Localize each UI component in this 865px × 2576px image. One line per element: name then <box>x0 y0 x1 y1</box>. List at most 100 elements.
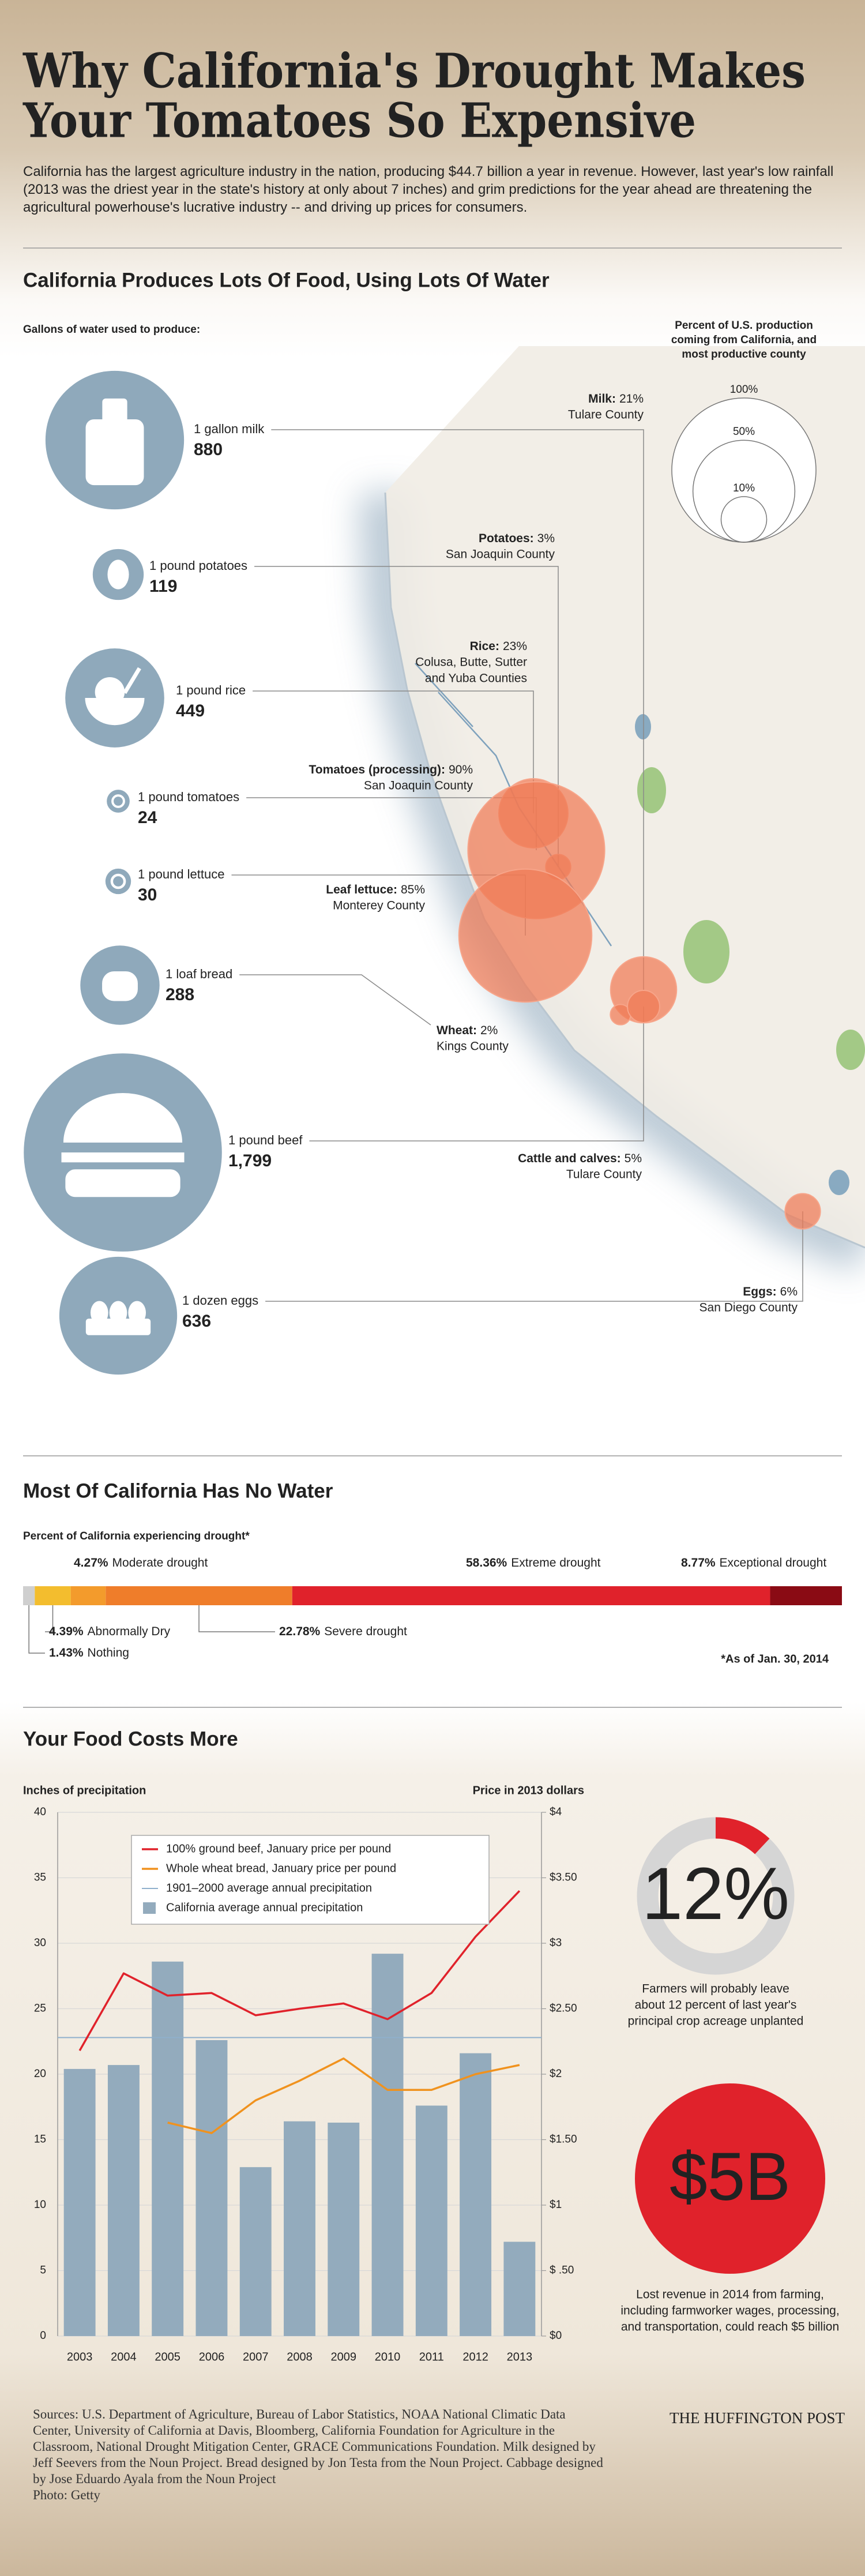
drought-category: Severe drought <box>324 1625 407 1638</box>
icon-shape <box>65 1169 180 1197</box>
water-circle <box>105 868 131 895</box>
y2-tick-label: $2.50 <box>550 2003 577 2015</box>
county: San Joaquin County <box>446 548 555 561</box>
production-label: Eggs: 6% <box>743 1285 798 1298</box>
product: Cattle and calves: <box>518 1152 621 1165</box>
drought-segment <box>292 1586 770 1605</box>
x-tick-label: 2013 <box>507 2350 533 2363</box>
precipitation-bar <box>195 2040 228 2336</box>
legend-size-label: 10% <box>733 482 755 494</box>
stat-value: 12% <box>642 1853 789 1935</box>
chart-title: Your Food Costs More <box>23 1728 238 1750</box>
drought-label: 22.78% Severe drought <box>279 1625 407 1638</box>
y-tick-label: 10 <box>34 2199 46 2211</box>
icon-shape <box>85 419 144 486</box>
legend-label: 1901–2000 average annual precipitation <box>166 1882 372 1894</box>
y-tick-label: 15 <box>34 2134 46 2146</box>
icon-shape <box>128 1301 146 1325</box>
county: Colusa, Butte, Sutter <box>415 656 527 669</box>
item-name: 1 loaf bread <box>166 967 232 981</box>
item-name: 1 dozen eggs <box>182 1293 258 1308</box>
connector <box>198 1605 275 1632</box>
icon <box>61 1092 185 1197</box>
precipitation-bar <box>328 2122 360 2336</box>
precipitation-bar <box>63 2068 96 2336</box>
icon-shape <box>102 398 127 423</box>
photo-credit: Photo: Getty <box>33 2488 100 2502</box>
sources-text: Sources: U.S. Department of Agriculture,… <box>33 2407 603 2486</box>
y2-tick-label: $3 <box>550 1937 562 1949</box>
percent: 5% <box>625 1152 642 1165</box>
production-label: Rice: 23% <box>470 640 527 653</box>
product: Potatoes: <box>479 532 534 545</box>
precipitation-bar <box>460 2053 492 2336</box>
production-bubble <box>784 1193 821 1230</box>
y-tick-label: 35 <box>34 1872 46 1884</box>
chart-note: *As of Jan. 30, 2014 <box>721 1653 829 1665</box>
y-tick-label: 40 <box>34 1806 46 1818</box>
percent: 85% <box>401 883 425 896</box>
sources: Sources: U.S. Department of Agriculture,… <box>33 2406 604 2503</box>
item-gallons: 288 <box>166 985 194 1004</box>
icon-shape <box>95 677 125 707</box>
percent: 3% <box>537 532 555 545</box>
drought-label: 4.39% Abnormally Dry <box>49 1625 171 1638</box>
precipitation-bar <box>107 2065 140 2336</box>
percent: 23% <box>503 640 527 653</box>
legend-label: 100% ground beef, January price per poun… <box>166 1842 391 1855</box>
precipitation-bar <box>415 2105 447 2336</box>
product: Leaf lettuce: <box>326 883 397 896</box>
production-label: Milk: 21% <box>588 392 644 405</box>
icon-shape <box>63 1092 183 1143</box>
icon <box>110 873 126 889</box>
production-label: Cattle and calves: 5% <box>518 1152 642 1165</box>
x-tick-label: 2008 <box>287 2350 313 2363</box>
county: San Joaquin County <box>364 779 473 793</box>
x-tick-label: 2006 <box>199 2350 225 2363</box>
y-tick-label: 25 <box>34 2003 46 2015</box>
icon <box>85 667 145 726</box>
drought-label: 4.27% Moderate drought <box>74 1556 208 1569</box>
y2-tick-label: $2 <box>550 2068 562 2080</box>
drought-category: Extreme drought <box>511 1556 600 1569</box>
legend-label: California average annual precipitation <box>166 1901 363 1914</box>
production-bubble <box>627 990 660 1023</box>
county: San Diego County <box>699 1301 798 1315</box>
production-label: Wheat: 2% <box>437 1024 498 1037</box>
legend-swatch <box>143 1902 156 1914</box>
y-tick-label: 20 <box>34 2068 46 2080</box>
drought-value: 8.77% <box>681 1556 716 1569</box>
y-axis-label: Inches of precipitation <box>23 1784 146 1797</box>
leader-line <box>265 1211 803 1302</box>
leader-line <box>254 566 559 867</box>
legend-label: Whole wheat bread, January price per pou… <box>166 1862 396 1875</box>
production-label: Potatoes: 3% <box>479 532 555 545</box>
item-gallons: 636 <box>182 1312 211 1331</box>
percent: 6% <box>780 1285 798 1298</box>
stat-caption: and transportation, could reach $5 billi… <box>621 2320 839 2334</box>
county: Tulare County <box>568 408 644 422</box>
county: Kings County <box>437 1040 509 1053</box>
legend-title: Percent of U.S. production <box>675 320 813 332</box>
leader-line <box>271 429 644 990</box>
icon-shape <box>90 1301 108 1325</box>
icon-shape <box>109 1301 127 1325</box>
stat-caption: Lost revenue in 2014 from farming, <box>636 2288 824 2301</box>
leader-line <box>253 690 534 813</box>
drought-segment <box>70 1586 106 1605</box>
stat-caption: including farmworker wages, processing, <box>620 2304 839 2318</box>
brand: THE HUFFINGTON POST <box>670 2409 845 2427</box>
y2-axis-label: Price in 2013 dollars <box>473 1784 584 1797</box>
y2-tick-label: $0 <box>550 2330 562 2342</box>
section-heading: California Produces Lots Of Food, Using … <box>23 269 550 291</box>
legend-size-label: 50% <box>733 426 755 438</box>
y2-tick-label: $ .50 <box>550 2265 574 2277</box>
item-gallons: 24 <box>138 808 157 827</box>
percent: 21% <box>619 392 644 405</box>
leader-line <box>239 974 431 1026</box>
x-tick-label: 2003 <box>67 2350 93 2363</box>
product: Eggs: <box>743 1285 776 1298</box>
product: Wheat: <box>437 1024 477 1037</box>
legend-title: most productive county <box>682 348 806 361</box>
